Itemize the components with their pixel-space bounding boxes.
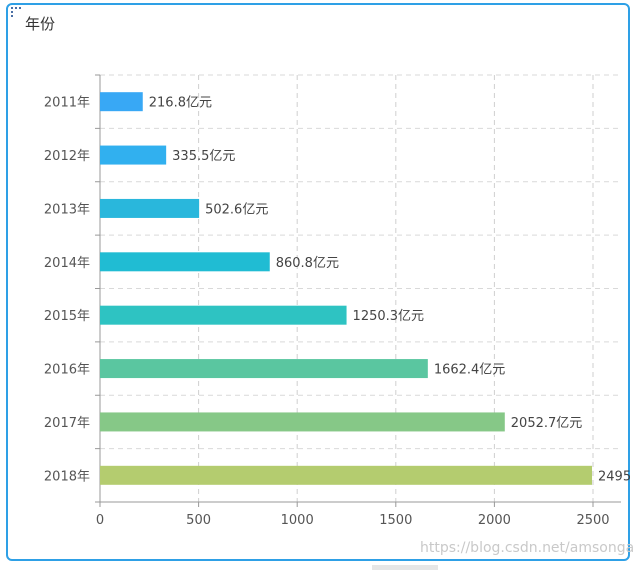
drag-handle-icon[interactable]	[11, 7, 21, 17]
bars	[100, 92, 593, 485]
bar	[100, 359, 428, 379]
watermark: https://blog.csdn.net/amsonga	[420, 540, 635, 556]
bar	[100, 198, 200, 218]
grid-lines	[100, 74, 621, 502]
bar-value-label: 335.5亿元	[172, 149, 235, 164]
bar-value-label: 502.6亿元	[205, 202, 268, 217]
bar	[100, 465, 593, 485]
y-tick-labels: 2011年 2012年 2013年 2014年 2015年 2016年 2017年 2018年	[44, 96, 90, 485]
y-tick-label: 2013年	[44, 202, 90, 217]
x-tick-label: 500	[186, 513, 211, 528]
bar-value-label: 2495	[598, 469, 631, 484]
bar-value-label: 216.8亿元	[149, 96, 212, 111]
x-tick-label: 1500	[379, 513, 412, 528]
x-tick-labels: 0 500 1000 1500 2000 2500	[96, 513, 610, 528]
bar-value-label: 1250.3亿元	[353, 309, 425, 324]
y-tick-label: 2017年	[44, 416, 90, 431]
bar-value-label: 1662.4亿元	[434, 363, 506, 378]
y-tick-label: 2015年	[44, 309, 90, 324]
panel-title: 年份	[25, 15, 56, 33]
y-tick-label: 2011年	[44, 96, 90, 111]
bar	[100, 252, 270, 272]
bar-value-label: 860.8亿元	[276, 256, 339, 271]
bar-value-label: 2052.7亿元	[511, 416, 583, 431]
y-tick-label: 2014年	[44, 256, 90, 271]
bar	[100, 412, 505, 432]
bar	[100, 92, 143, 112]
x-tick-label: 1000	[281, 513, 314, 528]
y-tick-label: 2016年	[44, 363, 90, 378]
x-tick-label: 0	[96, 513, 104, 528]
scroll-strip	[372, 565, 438, 570]
y-tick-label: 2012年	[44, 149, 90, 164]
data-labels: 216.8亿元 335.5亿元 502.6亿元 860.8亿元 1250.3亿元 1662…	[149, 96, 631, 485]
axes	[95, 74, 621, 507]
x-tick-label: 2000	[478, 513, 511, 528]
bar	[100, 145, 167, 165]
y-tick-label: 2018年	[44, 469, 90, 484]
bar	[100, 305, 347, 325]
x-tick-label: 2500	[576, 513, 609, 528]
